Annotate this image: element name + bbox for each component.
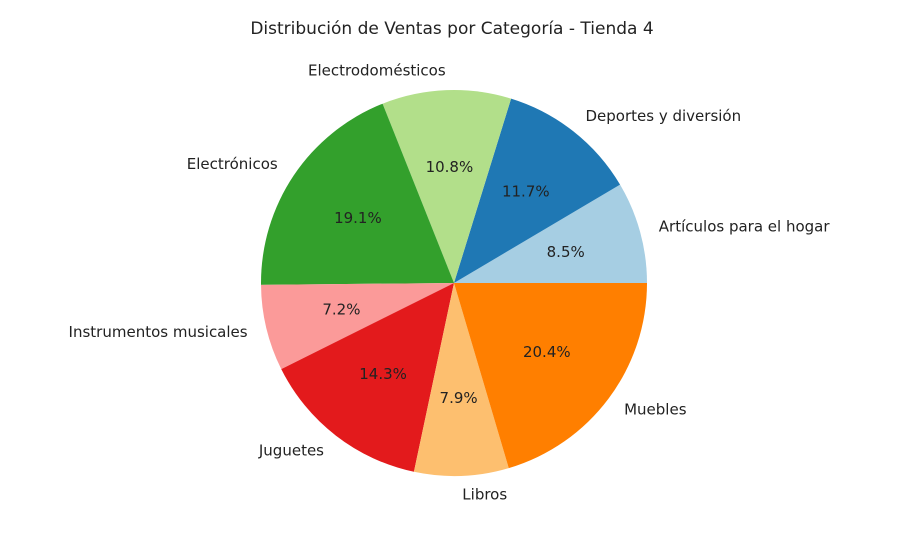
pie-slice-articulos-para-el-hogar xyxy=(454,184,647,283)
slice-percent-instrumentos-musicales: 7.2% xyxy=(322,301,360,319)
slice-label-instrumentos-musicales: Instrumentos musicales xyxy=(69,323,248,341)
slice-label-deportes-y-diversion: Deportes y diversión xyxy=(586,107,742,125)
slice-label-muebles: Muebles xyxy=(624,401,687,419)
slice-percent-articulos-para-el-hogar: 8.5% xyxy=(547,243,585,261)
slice-percent-libros: 7.9% xyxy=(440,389,478,407)
pie-slice-instrumentos-musicales xyxy=(261,283,454,370)
slice-percent-deportes-y-diversion: 11.7% xyxy=(502,183,550,201)
slice-label-juguetes: Juguetes xyxy=(258,441,324,459)
slice-label-articulos-para-el-hogar: Artículos para el hogar xyxy=(659,217,831,235)
pie-slice-libros xyxy=(413,283,509,477)
slice-label-electronicos: Electrónicos xyxy=(187,155,278,173)
pie-slice-juguetes xyxy=(281,283,454,472)
pie-slice-electrodomesticos xyxy=(382,90,512,283)
pie-slice-deportes-y-diversion xyxy=(454,98,621,283)
slice-percent-electrodomesticos: 10.8% xyxy=(426,158,474,176)
pie-slices xyxy=(261,90,647,477)
pie-slice-electronicos xyxy=(261,103,454,285)
slice-percent-muebles: 20.4% xyxy=(523,343,571,361)
slice-label-electrodomesticos: Electrodomésticos xyxy=(308,61,446,79)
slice-percent-electronicos: 19.1% xyxy=(334,209,382,227)
pie-slice-muebles xyxy=(454,283,647,469)
chart-title: Distribución de Ventas por Categoría - T… xyxy=(250,19,653,39)
slice-label-libros: Libros xyxy=(462,486,507,504)
slice-percent-juguetes: 14.3% xyxy=(359,365,407,383)
pie-labels: Artículos para el hogar 8.5% Deportes y di… xyxy=(69,61,831,503)
